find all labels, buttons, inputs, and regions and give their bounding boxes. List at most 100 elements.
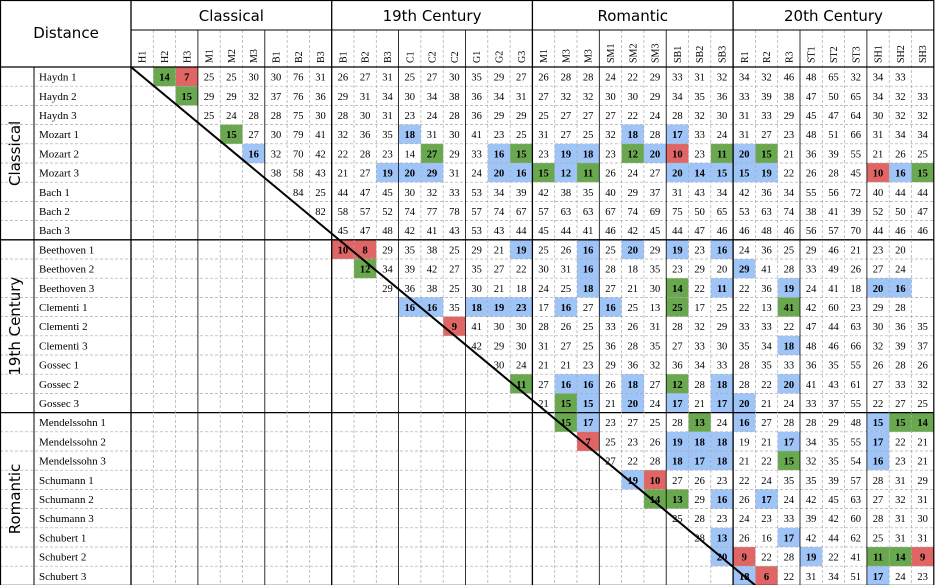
cell-value: 39 bbox=[761, 92, 772, 103]
cell-value: 14 bbox=[672, 284, 683, 295]
cell-value: 56 bbox=[806, 226, 817, 237]
cell-value: 30 bbox=[248, 73, 259, 84]
cell-highlight bbox=[777, 374, 800, 394]
cell-value: 28 bbox=[873, 514, 884, 525]
cell-value: 24 bbox=[605, 73, 616, 84]
cell-highlight bbox=[510, 297, 533, 317]
cell-value: 42 bbox=[828, 514, 839, 525]
cell-value: 27 bbox=[248, 130, 259, 141]
cell-highlight bbox=[554, 412, 577, 432]
cell-value: 27 bbox=[360, 73, 371, 84]
cell-value: 20 bbox=[672, 169, 683, 180]
cell-value: 35 bbox=[828, 437, 839, 448]
cell-value: 25 bbox=[650, 418, 661, 429]
cell-value: 25 bbox=[605, 245, 616, 256]
cell-value: 24 bbox=[628, 169, 639, 180]
cell-value: 23 bbox=[694, 245, 705, 256]
cell-value: 19 bbox=[628, 476, 639, 487]
cell-value: 28 bbox=[449, 111, 460, 122]
cell-value: 18 bbox=[405, 130, 416, 141]
cell-value: 30 bbox=[405, 92, 416, 103]
row-label: Gossec 1 bbox=[39, 360, 79, 372]
cell-value: 21 bbox=[739, 457, 750, 468]
cell-value: 34 bbox=[873, 73, 884, 84]
cell-value: 34 bbox=[895, 130, 906, 141]
cell-value: 38 bbox=[427, 245, 438, 256]
cell-value: 23 bbox=[784, 130, 795, 141]
cell-highlight bbox=[911, 163, 934, 183]
cell-highlight bbox=[577, 143, 600, 163]
cell-value: 25 bbox=[561, 284, 572, 295]
col-label: M3 bbox=[561, 49, 572, 63]
cell-value: 22 bbox=[628, 111, 639, 122]
cell-value: 28 bbox=[360, 149, 371, 160]
cell-value: 30 bbox=[360, 111, 371, 122]
cell-value: 30 bbox=[717, 341, 728, 352]
col-label: G3 bbox=[517, 51, 528, 63]
cell-value: 24 bbox=[784, 495, 795, 506]
cell-value: 41 bbox=[427, 226, 438, 237]
cell-value: 29 bbox=[605, 361, 616, 372]
cell-value: 30 bbox=[628, 92, 639, 103]
cell-value: 18 bbox=[739, 572, 750, 583]
cell-value: 9 bbox=[742, 553, 747, 564]
row-label: Schubert 1 bbox=[39, 532, 86, 544]
cell-highlight bbox=[577, 278, 600, 298]
cell-value: 36 bbox=[806, 149, 817, 160]
cell-value: 33 bbox=[717, 361, 728, 372]
cell-highlight bbox=[777, 335, 800, 355]
cell-value: 75 bbox=[293, 111, 304, 122]
col-group-label: 19th Century bbox=[383, 7, 482, 25]
cell-value: 16 bbox=[895, 169, 906, 180]
cell-value: 21 bbox=[851, 245, 862, 256]
cell-value: 15 bbox=[895, 418, 906, 429]
cell-highlight bbox=[487, 163, 511, 183]
cell-value: 41 bbox=[828, 207, 839, 218]
cell-value: 25 bbox=[784, 245, 795, 256]
cell-value: 15 bbox=[739, 169, 750, 180]
cell-value: 44 bbox=[895, 188, 906, 199]
cell-value: 28 bbox=[784, 418, 795, 429]
cell-value: 43 bbox=[315, 169, 326, 180]
cell-value: 54 bbox=[851, 457, 862, 468]
cell-value: 12 bbox=[561, 169, 572, 180]
cell-value: 33 bbox=[739, 92, 750, 103]
cell-value: 17 bbox=[672, 399, 683, 410]
cell-value: 27 bbox=[360, 169, 371, 180]
cell-value: 15 bbox=[538, 169, 549, 180]
cell-value: 27 bbox=[873, 380, 884, 391]
cell-value: 23 bbox=[895, 457, 906, 468]
cell-value: 29 bbox=[806, 245, 817, 256]
col-label: SB1 bbox=[673, 46, 684, 63]
cell-value: 35 bbox=[828, 361, 839, 372]
cell-value: 24 bbox=[761, 476, 772, 487]
cell-value: 21 bbox=[917, 437, 928, 448]
col-label: B3 bbox=[316, 51, 327, 63]
cell-highlight bbox=[554, 297, 577, 317]
cell-value: 30 bbox=[538, 265, 549, 276]
cell-value: 15 bbox=[717, 169, 728, 180]
cell-value: 57 bbox=[471, 207, 482, 218]
cell-value: 27 bbox=[873, 265, 884, 276]
cell-value: 43 bbox=[494, 226, 505, 237]
cell-value: 35 bbox=[784, 476, 795, 487]
cell-value: 46 bbox=[605, 226, 616, 237]
cell-highlight bbox=[354, 259, 377, 279]
cell-value: 74 bbox=[784, 207, 795, 218]
row-label: Gossec 3 bbox=[39, 398, 80, 410]
cell-value: 27 bbox=[895, 399, 906, 410]
cell-value: 82 bbox=[315, 207, 326, 218]
cell-value: 42 bbox=[806, 533, 817, 544]
cell-value: 21 bbox=[561, 361, 572, 372]
cell-highlight bbox=[866, 566, 890, 585]
cell-value: 46 bbox=[784, 226, 795, 237]
cell-value: 22 bbox=[784, 322, 795, 333]
cell-value: 32 bbox=[605, 130, 616, 141]
cell-value: 31 bbox=[917, 495, 928, 506]
cell-value: 45 bbox=[382, 188, 393, 199]
col-label: H3 bbox=[182, 51, 193, 63]
cell-value: 41 bbox=[806, 380, 817, 391]
cell-value: 31 bbox=[538, 130, 549, 141]
cell-value: 30 bbox=[516, 341, 527, 352]
cell-highlight bbox=[487, 297, 511, 317]
